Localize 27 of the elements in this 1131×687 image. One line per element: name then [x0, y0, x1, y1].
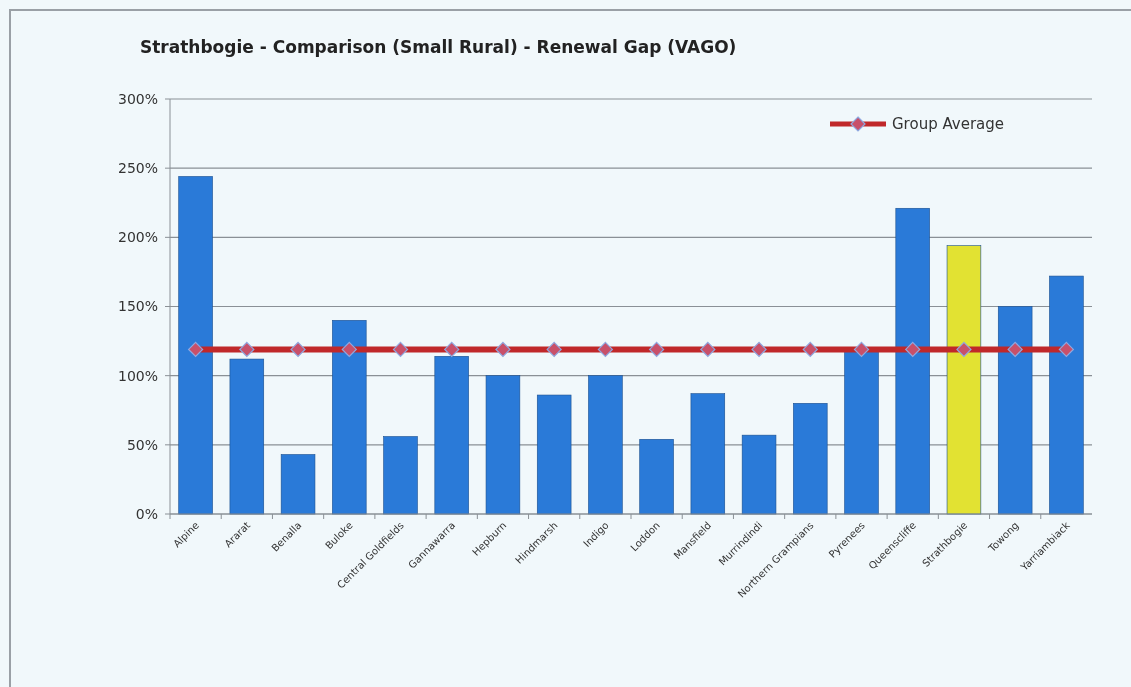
y-tick-label: 0%: [135, 505, 158, 522]
legend-label: Group Average: [892, 115, 1005, 134]
bar: [229, 358, 265, 515]
bar: [793, 403, 828, 515]
bar: [844, 349, 879, 515]
bar: [536, 394, 572, 515]
bar: [895, 207, 930, 515]
bar: [946, 245, 982, 515]
bar: [997, 306, 1033, 515]
y-tick-label: 250%: [117, 160, 158, 177]
chart-title: Strathbogie - Comparison (Small Rural) - Renewal Gap (VAGO): [140, 37, 737, 57]
bar: [178, 176, 213, 515]
y-tick-label: 300%: [117, 90, 158, 107]
y-tick-label: 100%: [117, 367, 158, 384]
bar: [639, 439, 674, 515]
bar: [485, 375, 521, 515]
y-tick-label: 50%: [126, 436, 158, 453]
bar: [588, 375, 623, 515]
bar: [383, 436, 418, 515]
bar: [280, 454, 316, 515]
bar: [332, 320, 367, 515]
y-tick-label: 150%: [117, 298, 158, 315]
bar: [1049, 275, 1084, 515]
bar: [690, 393, 726, 515]
bar: [434, 356, 469, 515]
bar: [741, 434, 777, 515]
y-tick-label: 200%: [117, 229, 158, 246]
